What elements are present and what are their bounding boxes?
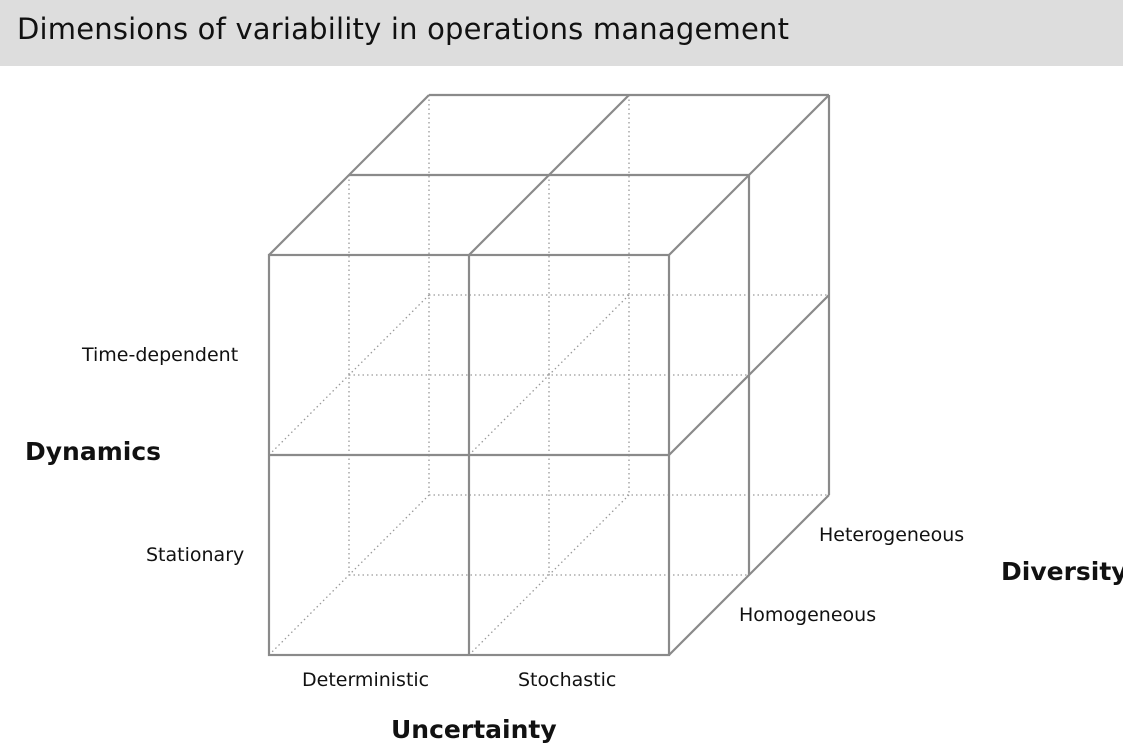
diversity-level-homogeneous: Homogeneous [739, 604, 877, 626]
diversity-axis-label: Diversity [1001, 557, 1123, 586]
cube-hidden-edges [268, 95, 829, 656]
uncertainty-level-deterministic: Deterministic [302, 669, 430, 691]
dynamics-axis-label: Dynamics [25, 437, 162, 466]
title-bar: Dimensions of variability in operations … [0, 0, 1123, 66]
uncertainty-level-stochastic: Stochastic [518, 669, 617, 691]
uncertainty-axis-label: Uncertainty [391, 715, 557, 744]
cube-visible-edges [267, 93, 831, 657]
page-title: Dimensions of variability in operations … [17, 12, 790, 46]
diversity-level-heterogeneous: Heterogeneous [819, 524, 965, 546]
dynamics-level-stationary: Stationary [146, 544, 245, 566]
dynamics-level-time-dependent: Time-dependent [82, 344, 239, 366]
